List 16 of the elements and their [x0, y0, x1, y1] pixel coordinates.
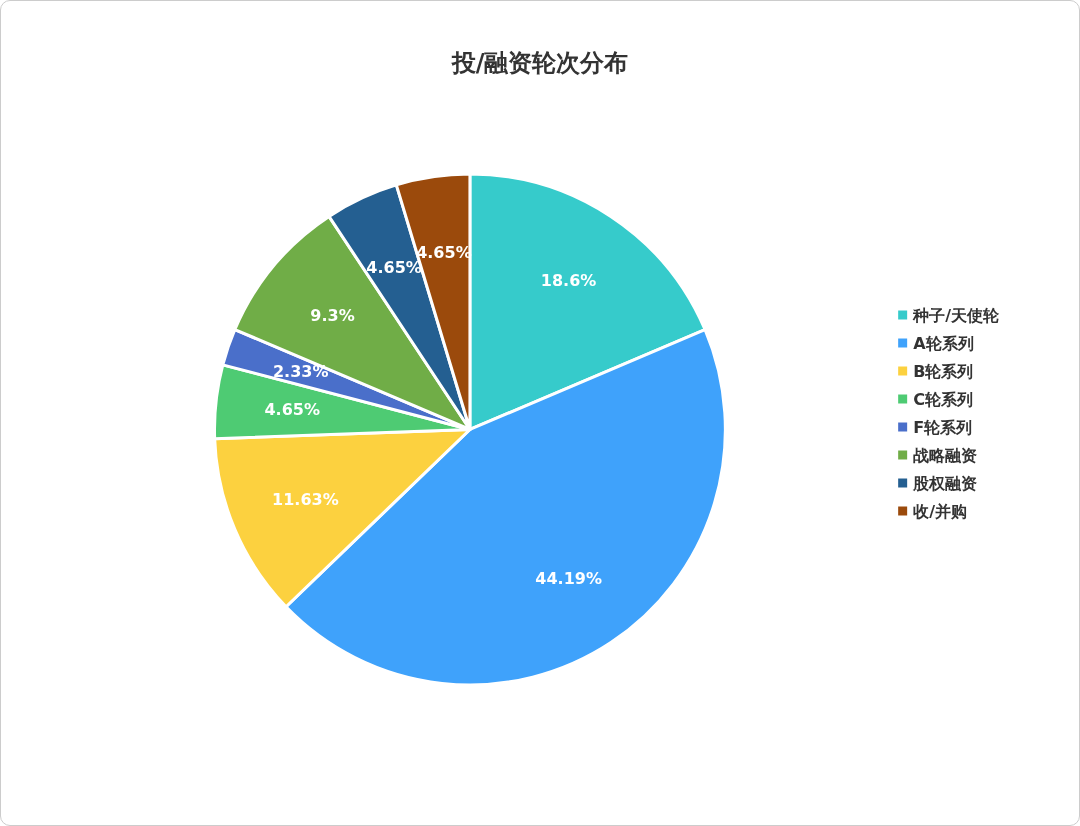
- data-label: 18.6%: [540, 270, 597, 290]
- legend-label: 收/并购: [913, 501, 967, 521]
- chart-title: 投/融资轮次分布: [450, 49, 629, 77]
- legend-label: C轮系列: [913, 389, 973, 409]
- legend-label: 种子/天使轮: [912, 305, 1000, 325]
- legend-label: A轮系列: [913, 333, 974, 353]
- data-label: 2.33%: [272, 362, 329, 382]
- legend-label: B轮系列: [913, 361, 974, 381]
- data-label: 11.63%: [272, 489, 339, 509]
- data-label: 4.65%: [366, 258, 422, 278]
- data-label: 9.3%: [310, 305, 355, 325]
- legend-label: 战略融资: [913, 445, 978, 465]
- legend-label: F轮系列: [913, 417, 973, 437]
- data-label: 44.19%: [535, 569, 602, 589]
- data-label: 4.65%: [264, 400, 320, 420]
- legend-label: 股权融资: [912, 473, 978, 493]
